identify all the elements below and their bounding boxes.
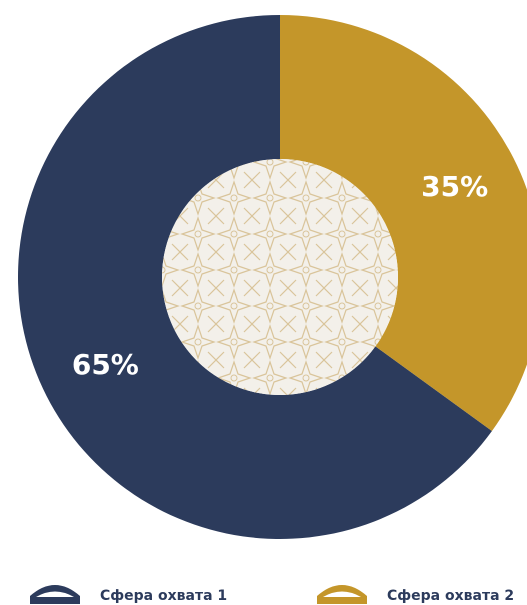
value-label: 65%	[72, 348, 139, 381]
value-label: 35%	[421, 170, 488, 203]
legend-label: Сфера охвата 1	[100, 588, 227, 604]
legend-swatch	[317, 585, 367, 604]
center-pattern	[162, 159, 398, 395]
slice	[280, 15, 527, 431]
slice	[17, 15, 492, 539]
legend-label: Сфера охвата 2	[387, 588, 514, 604]
legend-swatch	[30, 585, 80, 604]
slices: 65% 35%	[17, 15, 527, 539]
legend: Сфера охвата 1 Сфера охвата 2	[30, 585, 514, 604]
